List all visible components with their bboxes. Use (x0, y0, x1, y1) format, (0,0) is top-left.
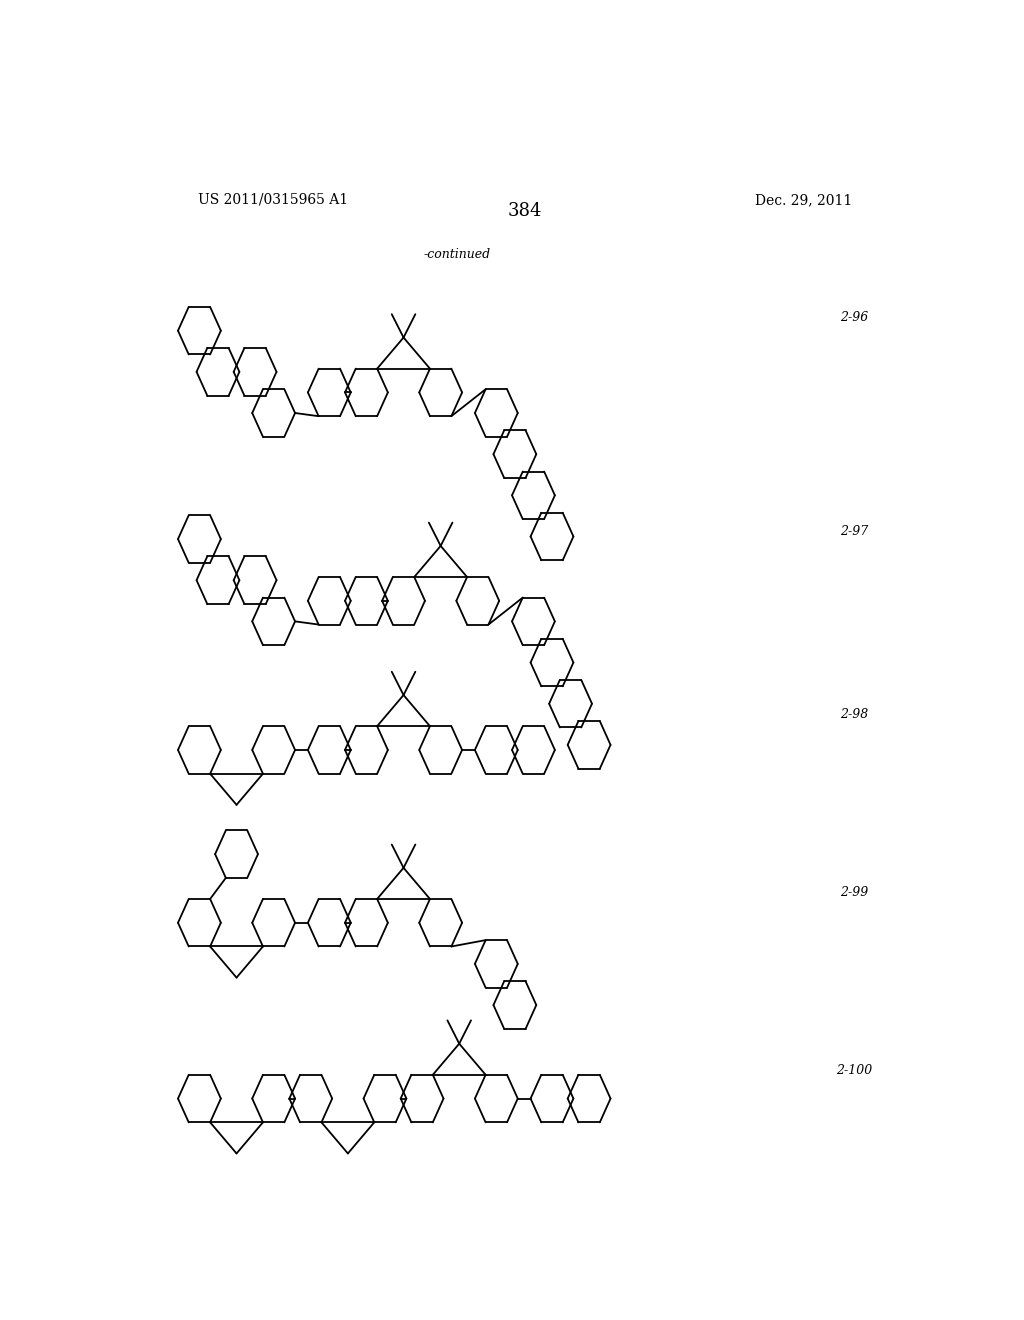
Text: 2-100: 2-100 (836, 1064, 872, 1077)
Text: Dec. 29, 2011: Dec. 29, 2011 (755, 193, 852, 207)
Text: 2-96: 2-96 (840, 312, 868, 325)
Text: -continued: -continued (424, 248, 490, 261)
Text: 384: 384 (508, 202, 542, 220)
Text: 2-99: 2-99 (840, 886, 868, 899)
Text: US 2011/0315965 A1: US 2011/0315965 A1 (198, 193, 348, 207)
Text: 2-98: 2-98 (840, 708, 868, 721)
Text: 2-97: 2-97 (840, 525, 868, 539)
